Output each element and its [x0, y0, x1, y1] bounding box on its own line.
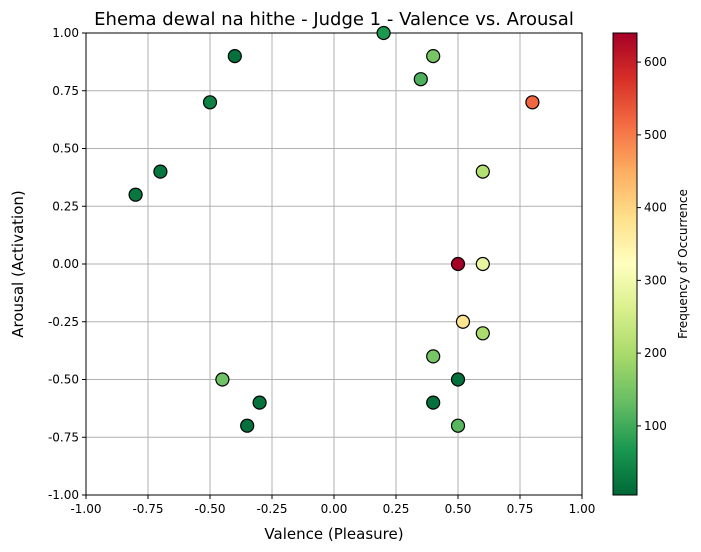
data-point-3 [227, 48, 242, 64]
y-tick-label-7: 0.75 [52, 84, 79, 98]
colorbar-ticks: 100 200 300 400 500 600 [637, 55, 667, 433]
chart-title: Ehema dewal na hithe - Judge 1 - Valence… [94, 9, 574, 30]
colorbar-tick-label-3: 400 [644, 201, 667, 215]
data-points [128, 25, 540, 433]
x-tick-label-0: -1.00 [70, 502, 101, 516]
data-point-12 [475, 326, 490, 341]
data-point-18 [240, 418, 255, 433]
y-tick-label-4: 0.00 [52, 257, 79, 271]
data-point-13 [426, 349, 441, 364]
data-point-4 [202, 95, 218, 110]
data-point-17 [426, 395, 441, 410]
x-tick-label-2: -0.50 [194, 502, 225, 516]
y-tick-label-1: -0.75 [48, 430, 79, 444]
data-point-1 [426, 48, 441, 64]
data-point-0 [376, 25, 391, 41]
x-tick-label-1: -0.75 [132, 502, 163, 516]
data-point-14 [215, 372, 230, 387]
colorbar-tick-label-5: 600 [644, 55, 667, 69]
y-tick-label-6: 0.50 [52, 142, 79, 156]
data-point-10 [475, 256, 490, 272]
x-tick-label-3: -0.25 [256, 502, 287, 516]
x-tick-label-4: 0.00 [321, 502, 348, 516]
y-tick-label-8: 1.00 [52, 26, 79, 40]
x-tick-label-6: 0.50 [445, 502, 472, 516]
data-point-5 [525, 95, 540, 110]
y-axis-label: Arousal (Activation) [9, 190, 27, 338]
y-tick-label-0: -1.00 [48, 488, 79, 502]
colorbar-tick-label-4: 500 [644, 128, 667, 142]
colorbar-tick-label-1: 200 [644, 346, 667, 360]
data-point-7 [128, 187, 143, 202]
colorbar-tick-label-2: 300 [644, 273, 667, 287]
colorbar-tick-label-0: 100 [644, 419, 667, 433]
y-tick-label-2: -0.50 [48, 373, 79, 387]
x-tick-label-8: 1.00 [569, 502, 596, 516]
data-point-19 [450, 418, 466, 433]
data-point-9 [450, 256, 466, 272]
x-axis-ticks: -1.00 -0.75 -0.50 -0.25 0.00 0.25 0.50 0.75 1.00 [70, 495, 595, 516]
data-point-11 [455, 314, 471, 329]
data-point-6 [153, 164, 168, 179]
x-tick-label-5: 0.25 [383, 502, 410, 516]
y-tick-label-5: 0.25 [52, 199, 79, 213]
grid-lines [85, 32, 583, 496]
colorbar-label: Frequency of Occurrence [676, 189, 690, 339]
data-point-15 [450, 372, 466, 387]
y-tick-label-3: -0.25 [48, 315, 79, 329]
y-axis-ticks: -1.00 -0.75 -0.50 -0.25 0.00 0.25 0.50 0.75 1.00 [48, 26, 86, 502]
colorbar [612, 32, 638, 496]
x-tick-label-7: 0.75 [507, 502, 534, 516]
data-point-8 [475, 164, 490, 179]
data-point-16 [252, 395, 267, 410]
x-axis-label: Valence (Pleasure) [264, 525, 403, 543]
data-point-2 [413, 72, 428, 87]
